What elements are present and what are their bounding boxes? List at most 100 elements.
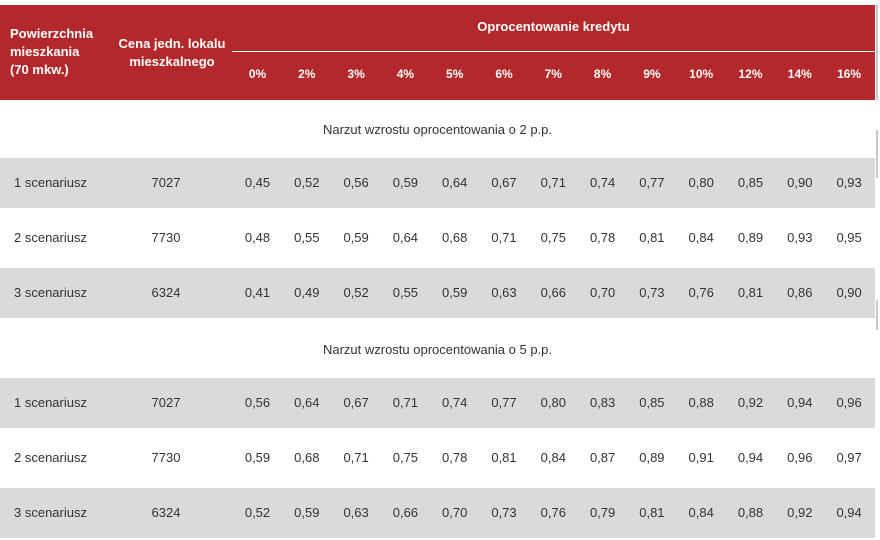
rate-value-cell: 0,59 xyxy=(343,230,369,245)
rate-value-cell: 0,52 xyxy=(294,175,320,190)
rate-value-cell: 0,93 xyxy=(787,230,813,245)
rate-value-cell: 0,88 xyxy=(688,395,714,410)
rate-value-cell: 0,84 xyxy=(688,505,714,520)
unit-price-cell: 7730 xyxy=(151,230,181,245)
rate-value-cell: 0,71 xyxy=(540,175,566,190)
rate-value-cell: 0,70 xyxy=(589,285,616,300)
rate-value-cell: 0,49 xyxy=(294,285,320,300)
rate-value-cell: 0,85 xyxy=(737,175,764,190)
rate-value-cell: 0,81 xyxy=(639,230,665,245)
rate-value-cell: 0,67 xyxy=(491,175,517,190)
rate-value-cell: 0,64 xyxy=(392,230,419,245)
rate-value-cell: 0,77 xyxy=(639,175,665,190)
rate-column-header: 9% xyxy=(643,67,661,81)
rate-value-cell: 0,63 xyxy=(491,285,517,300)
area-header-line3: (70 mkw.) xyxy=(10,62,69,77)
rate-value-cell: 0,71 xyxy=(392,395,419,410)
scenario-label: 2 scenariusz xyxy=(14,230,87,245)
rate-value-cell: 0,68 xyxy=(442,230,468,245)
rate-value-cell: 0,56 xyxy=(343,175,369,190)
rate-column-header: 4% xyxy=(396,67,415,81)
scrollbar-track-top xyxy=(876,5,878,100)
table-row: 1 scenariusz 7027 0,56 0,64 0,67 0,71 0,74 0,77… xyxy=(0,378,875,428)
rate-value-cell: 0,75 xyxy=(540,230,566,245)
rate-value-cell: 0,78 xyxy=(442,450,468,465)
rate-column-header: 3% xyxy=(347,67,365,81)
rate-value-cell: 0,73 xyxy=(491,505,517,520)
rate-value-cell: 0,80 xyxy=(688,175,714,190)
unit-price-cell: 7027 xyxy=(151,395,181,410)
rate-column-header: 8% xyxy=(593,67,612,81)
rate-value-cell: 0,59 xyxy=(392,175,419,190)
rate-value-cell: 0,80 xyxy=(540,395,566,410)
unit-price-cell: 7730 xyxy=(151,450,181,465)
rate-value-cell: 0,83 xyxy=(589,395,616,410)
table-header: Powierzchnia mieszkania (70 mkw.) Cena j… xyxy=(0,5,875,100)
rate-column-header: 0% xyxy=(248,67,267,81)
rate-value-cell: 0,45 xyxy=(244,175,271,190)
rate-value-cell: 0,94 xyxy=(737,450,764,465)
rate-value-cell: 0,78 xyxy=(589,230,616,245)
rate-value-cell: 0,87 xyxy=(589,450,616,465)
scrollbar-track-low xyxy=(876,300,878,330)
rate-value-cell: 0,92 xyxy=(787,505,813,520)
rate-columns: 0% 2% 3% 4% 5% 6% 7% 8% 9% 10% 12% 14% 16% xyxy=(232,67,875,87)
price-header-line2: mieszkalnego xyxy=(129,54,215,69)
rate-value-cell: 0,86 xyxy=(787,285,813,300)
table-row: 1 scenariusz 7027 0,45 0,52 0,56 0,59 0,64 0,67… xyxy=(0,158,875,208)
rate-value-cell: 0,59 xyxy=(244,450,271,465)
rate-value-cell: 0,67 xyxy=(343,395,369,410)
rate-column-header: 6% xyxy=(495,67,513,81)
unit-price-cell: 6324 xyxy=(151,505,181,520)
rate-value-cell: 0,66 xyxy=(540,285,566,300)
rate-value-cell: 0,76 xyxy=(688,285,714,300)
scrollbar-track-mid xyxy=(876,130,878,178)
rate-value-cell: 0,68 xyxy=(294,450,320,465)
area-header-line1: Powierzchnia xyxy=(10,26,94,41)
rate-value-cell: 0,81 xyxy=(639,505,665,520)
rate-value-cell: 0,71 xyxy=(491,230,517,245)
table-row: 2 scenariusz 7730 0,48 0,55 0,59 0,64 0,68 0,71… xyxy=(0,213,875,263)
table-row: 2 scenariusz 7730 0,59 0,68 0,71 0,75 0,78 0,81… xyxy=(0,433,875,483)
rate-value-cell: 0,59 xyxy=(442,285,468,300)
rate-value-cell: 0,92 xyxy=(737,395,764,410)
rate-value-cell: 0,97 xyxy=(836,450,862,465)
rate-value-cell: 0,85 xyxy=(639,395,665,410)
rate-value-cell: 0,84 xyxy=(540,450,566,465)
rate-value-cell: 0,88 xyxy=(737,505,764,520)
rate-value-cell: 0,63 xyxy=(343,505,369,520)
rate-column-header: 2% xyxy=(298,67,316,81)
rate-value-cell: 0,52 xyxy=(244,505,271,520)
unit-price-cell: 6324 xyxy=(151,285,181,300)
scenario-label: 1 scenariusz xyxy=(14,395,87,410)
scenario-label: 3 scenariusz xyxy=(14,285,87,300)
rate-value-cell: 0,74 xyxy=(589,175,616,190)
rate-value-cell: 0,71 xyxy=(343,450,369,465)
scenario-label: 2 scenariusz xyxy=(14,450,87,465)
scenario-label: 1 scenariusz xyxy=(14,175,87,190)
rate-value-cell: 0,89 xyxy=(737,230,764,245)
rate-value-cell: 0,90 xyxy=(787,175,813,190)
section-title: Narzut wzrostu oprocentowania o 2 p.p. xyxy=(322,122,553,137)
rate-value-cell: 0,76 xyxy=(540,505,566,520)
rate-value-cell: 0,59 xyxy=(294,505,320,520)
price-header-line1: Cena jedn. lokalu xyxy=(118,36,226,51)
table-row: 3 scenariusz 6324 0,41 0,49 0,52 0,55 0,59 0,63… xyxy=(0,268,875,318)
area-header: Powierzchnia mieszkania (70 mkw.) xyxy=(10,25,115,79)
rate-value-cell: 0,73 xyxy=(639,285,665,300)
rate-column-header: 7% xyxy=(544,67,562,81)
rate-column-header: 10% xyxy=(689,67,714,81)
rate-value-cell: 0,96 xyxy=(787,450,813,465)
rate-value-cell: 0,55 xyxy=(392,285,419,300)
rate-value-cell: 0,94 xyxy=(836,505,862,520)
rate-value-cell: 0,64 xyxy=(442,175,468,190)
rate-value-cell: 0,94 xyxy=(787,395,813,410)
rate-value-cell: 0,75 xyxy=(392,450,419,465)
table-row: 3 scenariusz 6324 0,52 0,59 0,63 0,66 0,70 0,73… xyxy=(0,488,875,538)
rate-value-cell: 0,64 xyxy=(294,395,320,410)
rate-value-cell: 0,79 xyxy=(589,505,616,520)
rate-value-cell: 0,56 xyxy=(244,395,271,410)
rate-value-cell: 0,81 xyxy=(491,450,517,465)
rate-value-cell: 0,41 xyxy=(244,285,271,300)
rate-value-cell: 0,84 xyxy=(688,230,714,245)
